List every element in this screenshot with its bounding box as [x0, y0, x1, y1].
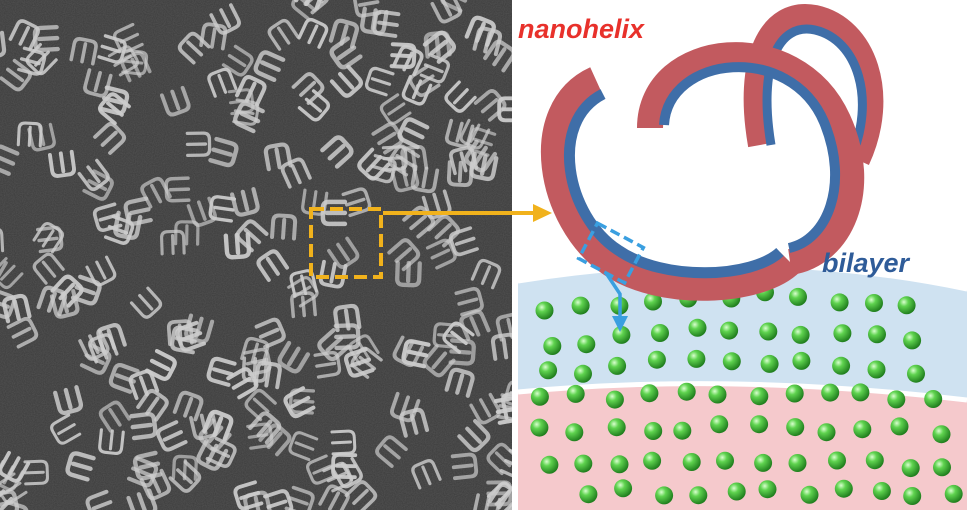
sphere: [644, 292, 662, 311]
sphere: [834, 479, 853, 498]
sphere: [865, 294, 883, 312]
sphere: [750, 415, 769, 434]
sphere: [760, 354, 779, 373]
sphere: [901, 459, 920, 478]
sphere: [689, 486, 708, 505]
sphere: [890, 417, 909, 436]
sphere: [543, 337, 562, 355]
zoom-down-arrowhead: [612, 316, 628, 332]
sphere: [788, 454, 807, 472]
sphere: [865, 451, 884, 470]
sphere: [655, 486, 674, 505]
sphere: [647, 350, 666, 369]
sphere: [944, 484, 963, 503]
sphere: [933, 458, 951, 477]
sphere: [832, 356, 851, 375]
sphere: [579, 485, 598, 504]
sphere: [535, 301, 554, 320]
zoom-down-arrow: [604, 272, 622, 318]
sphere: [868, 325, 886, 344]
nanohelix-ribbon: [541, 4, 884, 301]
sphere: [644, 422, 663, 440]
sphere: [887, 390, 906, 409]
sphere: [817, 423, 836, 442]
sphere: [612, 325, 631, 344]
sphere: [800, 485, 819, 504]
sphere: [708, 385, 727, 404]
sphere: [907, 364, 925, 383]
label-bilayer: bilayer: [822, 248, 911, 278]
sphere: [530, 418, 549, 437]
sphere: [710, 415, 729, 434]
sphere: [903, 487, 922, 505]
sphere: [792, 351, 811, 370]
sphere: [643, 451, 662, 470]
sphere: [722, 352, 741, 371]
zoom-arrow-head: [533, 204, 552, 222]
label-nanohelix: nanohelix: [518, 14, 645, 44]
sphere: [677, 382, 696, 401]
sphere: [828, 451, 846, 470]
sphere: [687, 349, 706, 368]
sphere: [540, 455, 559, 474]
sphere: [872, 482, 891, 500]
sphere: [754, 453, 773, 472]
sphere: [673, 421, 692, 440]
sphere: [830, 293, 849, 312]
bilayer-bottom-band: [518, 383, 967, 510]
tem-micrograph: [0, 0, 512, 510]
sphere: [610, 455, 629, 474]
sphere: [539, 361, 558, 380]
highlight-box: [309, 207, 383, 279]
sphere: [789, 287, 807, 306]
bilayer-spheres: [530, 283, 963, 505]
sphere: [574, 364, 592, 383]
sphere: [924, 390, 943, 408]
sphere: [851, 383, 870, 402]
sphere: [932, 425, 951, 444]
sphere: [608, 356, 627, 375]
sphere: [688, 318, 707, 337]
sphere: [897, 296, 916, 315]
sphere: [903, 331, 922, 350]
sphere: [565, 423, 584, 442]
sphere: [727, 482, 746, 501]
sphere: [607, 418, 626, 437]
sphere: [853, 420, 872, 439]
sphere: [867, 360, 886, 379]
sphere: [785, 384, 804, 403]
sphere: [577, 335, 596, 354]
sphere: [530, 387, 549, 406]
sphere: [750, 387, 769, 406]
sphere: [759, 322, 778, 341]
sphere: [821, 383, 840, 402]
sphere: [720, 321, 739, 340]
bilayer-top-band: [518, 265, 967, 400]
sphere: [833, 324, 852, 343]
sphere: [758, 480, 777, 499]
sphere: [651, 324, 669, 342]
sphere: [566, 384, 585, 403]
sphere: [574, 454, 593, 473]
sphere: [791, 325, 810, 344]
sphere: [786, 418, 805, 437]
sphere: [640, 384, 659, 403]
sphere: [605, 390, 624, 409]
sphere: [571, 296, 590, 315]
sphere: [682, 453, 701, 471]
sphere: [614, 479, 633, 498]
sphere: [716, 451, 734, 470]
